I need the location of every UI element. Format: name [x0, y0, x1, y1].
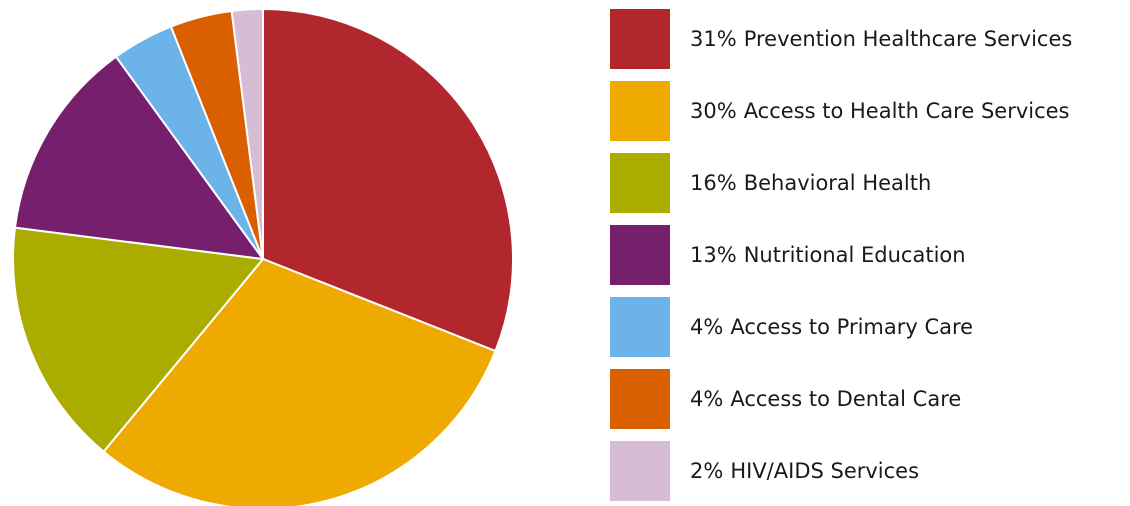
legend-name: Prevention Healthcare Services [744, 27, 1073, 51]
legend-label: 4% Access to Dental Care [690, 387, 961, 411]
legend-entry: 30% Access to Health Care Services [610, 81, 1070, 141]
legend-value: 4% [690, 315, 723, 339]
legend-label: 16% Behavioral Health [690, 171, 931, 195]
legend-swatch [610, 297, 670, 357]
legend-swatch [610, 441, 670, 501]
legend-value: 16% [690, 171, 737, 195]
legend-label: 31% Prevention Healthcare Services [690, 27, 1072, 51]
legend-swatch [610, 9, 670, 69]
legend-entry: 16% Behavioral Health [610, 153, 931, 213]
legend-value: 13% [690, 243, 737, 267]
legend-name: Access to Primary Care [730, 315, 973, 339]
legend-entry: 31% Prevention Healthcare Services [610, 9, 1072, 69]
legend-entry: 4% Access to Dental Care [610, 369, 961, 429]
legend-swatch [610, 81, 670, 141]
legend-entry: 13% Nutritional Education [610, 225, 966, 285]
pie-slice [13, 55, 266, 261]
pie-slice [102, 257, 497, 506]
legend-entry: 2% HIV/AIDS Services [610, 441, 919, 501]
legend-name: Access to Dental Care [730, 387, 961, 411]
legend-entry: 4% Access to Primary Care [610, 297, 973, 357]
pie-slice [230, 7, 264, 260]
legend-value: 31% [690, 27, 737, 51]
legend-value: 4% [690, 387, 723, 411]
legend-swatch [610, 225, 670, 285]
legend-label: 4% Access to Primary Care [690, 315, 973, 339]
legend-value: 2% [690, 459, 723, 483]
legend-swatch [610, 153, 670, 213]
legend-name: HIV/AIDS Services [730, 459, 919, 483]
legend-name: Access to Health Care Services [744, 99, 1070, 123]
legend-swatch [610, 369, 670, 429]
legend-label: 2% HIV/AIDS Services [690, 459, 919, 483]
legend-name: Nutritional Education [744, 243, 966, 267]
legend-label: 30% Access to Health Care Services [690, 99, 1070, 123]
pie-slice [262, 7, 514, 353]
legend-label: 13% Nutritional Education [690, 243, 966, 267]
pie-slice [12, 226, 265, 454]
legend-name: Behavioral Health [744, 171, 932, 195]
legend-value: 30% [690, 99, 737, 123]
